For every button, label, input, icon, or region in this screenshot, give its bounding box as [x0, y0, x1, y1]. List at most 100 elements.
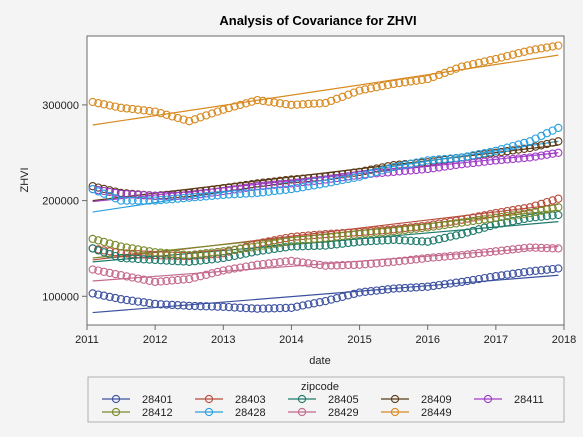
- data-point: [366, 236, 376, 246]
- data-point: [207, 302, 217, 311]
- data-point: [446, 279, 455, 288]
- data-point: [128, 244, 137, 253]
- data-point: [315, 298, 324, 307]
- data-point: [173, 250, 182, 259]
- data-point: [503, 245, 512, 255]
- data-point: [270, 186, 279, 196]
- data-point: [451, 251, 461, 260]
- data-point: [338, 292, 347, 301]
- data-point: [525, 203, 535, 212]
- data-point: [173, 301, 182, 310]
- data-point: [168, 249, 177, 258]
- data-point: [88, 97, 97, 107]
- data-point: [497, 155, 506, 165]
- data-point: [236, 303, 245, 312]
- y-axis: 100000 200000 300000: [42, 100, 87, 303]
- data-point: [270, 258, 279, 267]
- data-point: [344, 90, 353, 99]
- data-point: [292, 302, 302, 311]
- data-point: [349, 260, 359, 270]
- data-point: [508, 217, 518, 226]
- data-point: [111, 269, 120, 279]
- chart-title: Analysis of Covariance for ZHVI: [219, 13, 416, 28]
- data-point: [412, 224, 421, 233]
- data-point: [185, 250, 194, 260]
- data-point: [304, 300, 313, 309]
- data-point: [128, 254, 137, 263]
- data-point: [224, 103, 234, 113]
- data-point: [463, 61, 472, 70]
- data-point: [258, 259, 268, 269]
- data-point: [224, 246, 234, 255]
- data-point: [451, 64, 461, 73]
- data-point: [344, 260, 353, 270]
- data-point: [474, 225, 483, 234]
- legend-label: 28449: [421, 407, 452, 419]
- legend-label: 28409: [421, 394, 452, 406]
- data-point: [253, 188, 262, 198]
- data-point: [133, 105, 143, 114]
- series-28449: [88, 41, 563, 126]
- legend-swatch-marker: [390, 394, 400, 404]
- x-tick-label: 2013: [211, 334, 235, 346]
- data-point: [105, 239, 114, 248]
- data-point: [537, 151, 546, 160]
- data-point: [88, 289, 97, 298]
- data-point: [366, 259, 376, 268]
- data-point: [116, 295, 126, 304]
- data-point: [378, 285, 387, 295]
- data-point: [383, 162, 393, 171]
- data-point: [514, 140, 523, 149]
- data-point: [179, 301, 188, 310]
- data-point: [457, 277, 466, 287]
- data-point: [236, 263, 245, 272]
- data-point: [258, 246, 268, 255]
- data-point: [287, 256, 296, 266]
- data-point: [202, 192, 211, 201]
- data-point: [230, 245, 239, 254]
- data-point: [480, 157, 489, 166]
- data-point: [548, 204, 557, 213]
- data-point: [554, 123, 563, 133]
- data-point: [497, 212, 506, 222]
- data-point: [207, 109, 217, 118]
- data-point: [508, 245, 518, 254]
- data-point: [224, 265, 234, 274]
- data-point: [94, 290, 103, 299]
- data-point: [236, 184, 245, 193]
- data-point: [548, 149, 557, 158]
- legend-item-28403: 28403: [195, 394, 266, 406]
- data-point: [457, 153, 466, 162]
- data-point: [145, 298, 154, 308]
- data-point: [224, 252, 234, 262]
- data-point: [463, 152, 472, 161]
- data-point: [315, 260, 324, 270]
- data-point: [520, 268, 529, 277]
- data-point: [275, 186, 285, 195]
- series-28428: [88, 123, 563, 205]
- data-point: [230, 102, 239, 111]
- data-point: [548, 42, 557, 51]
- data-point: [304, 177, 313, 186]
- data-point: [327, 178, 336, 187]
- data-point: [116, 271, 126, 280]
- data-point: [417, 223, 427, 233]
- data-point: [133, 254, 143, 264]
- data-point: [372, 164, 381, 173]
- data-point: [304, 235, 313, 244]
- data-point: [361, 229, 370, 238]
- data-point: [423, 156, 432, 165]
- x-tick-label: 2015: [347, 334, 371, 346]
- data-point: [542, 211, 552, 221]
- fit-line-28401: [92, 274, 559, 314]
- data-point: [468, 249, 478, 259]
- data-point: [491, 54, 500, 64]
- data-point: [474, 249, 483, 258]
- data-point: [139, 275, 148, 284]
- legend-item-28429: 28429: [288, 407, 359, 419]
- data-point: [270, 98, 279, 107]
- data-point: [474, 150, 483, 159]
- data-point: [150, 248, 160, 257]
- data-point: [275, 303, 285, 313]
